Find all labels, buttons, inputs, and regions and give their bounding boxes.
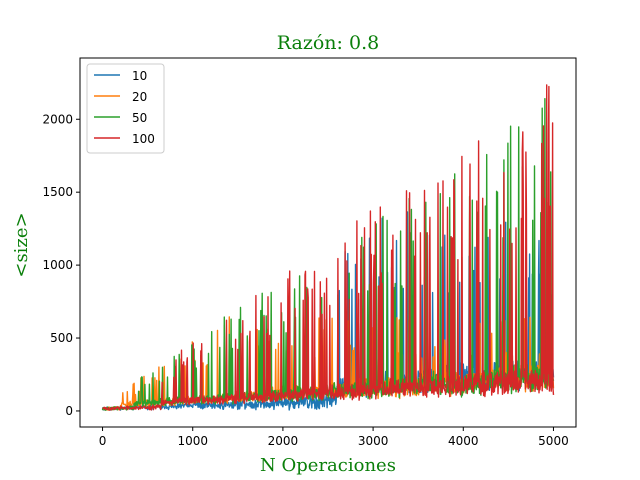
series-line-50 [101,98,555,411]
x-tick-label: 1000 [177,434,208,448]
legend-item-50: 50 [94,111,147,125]
chart-title: Razón: 0.8 [277,32,379,54]
y-tick-label: 1500 [42,185,73,199]
x-tick-label: 4000 [448,434,479,448]
y-tick-label: 500 [50,331,73,345]
legend-box [86,63,165,154]
legend-label-20: 20 [132,90,147,104]
legend: 10 20 50 100 [86,63,165,154]
x-tick-label: 0 [99,434,107,448]
legend-item-100: 100 [94,132,155,146]
y-tick-label: 2000 [42,112,73,126]
series-layer [101,84,555,411]
series-line-100 [102,84,555,411]
y-axis-label: <size> [11,212,32,277]
legend-label-10: 10 [132,69,147,83]
x-axis-label: N Operaciones [260,455,396,476]
legend-label-50: 50 [132,111,147,125]
y-tick-label: 1000 [42,258,73,272]
legend-item-20: 20 [94,90,147,104]
legend-item-10: 10 [94,69,147,83]
legend-label-100: 100 [132,132,155,146]
x-tick-label: 5000 [538,434,569,448]
x-tick-label: 2000 [268,434,299,448]
y-ticks: 0 500 1000 1500 2000 [42,112,80,418]
plot-frame [79,57,577,428]
x-ticks: 0 1000 2000 3000 4000 5000 [99,427,569,448]
y-tick-label: 0 [65,404,73,418]
x-tick-label: 3000 [358,434,389,448]
